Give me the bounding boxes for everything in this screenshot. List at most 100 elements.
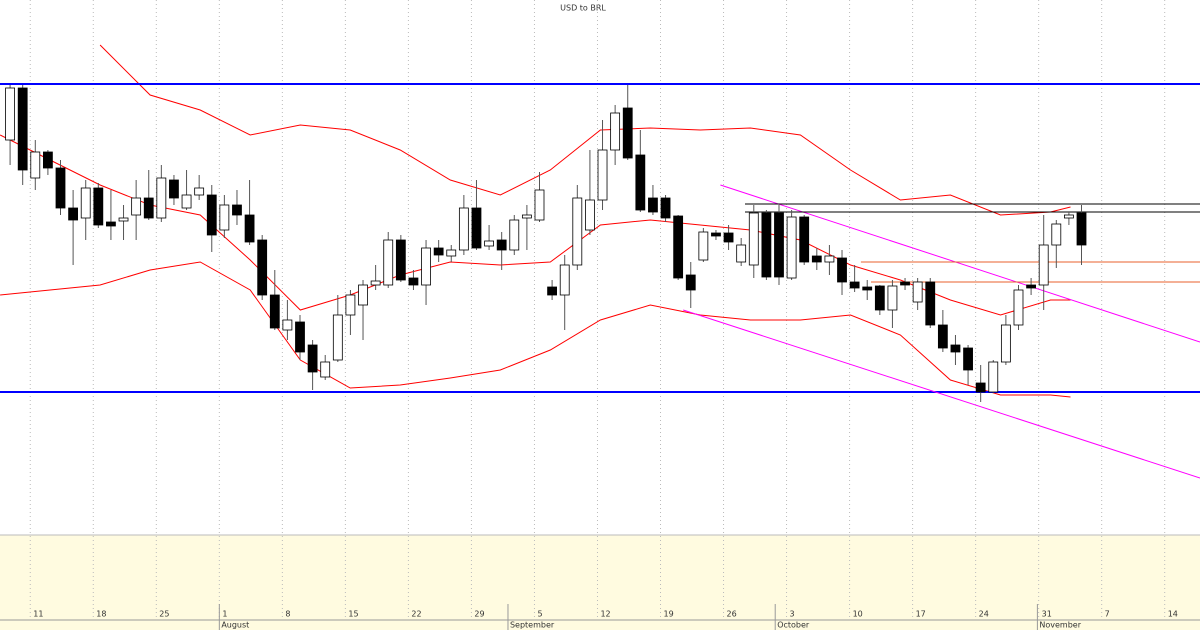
candle-body	[1013, 289, 1024, 326]
candle-body	[824, 255, 835, 263]
overlays	[0, 44, 1200, 479]
x-tick-label: 22	[411, 610, 421, 619]
candle-body	[320, 361, 331, 378]
candle-body	[786, 216, 797, 279]
candle-body	[799, 216, 810, 263]
candle-body	[295, 321, 305, 353]
candle-body	[332, 314, 343, 361]
candle-body	[887, 285, 898, 311]
x-tick-label: 29	[474, 610, 484, 619]
x-tick-label: 14	[1168, 610, 1178, 619]
candle-body	[345, 294, 356, 316]
overlay-line	[99, 44, 1071, 216]
overlay-line	[683, 309, 1200, 479]
candle-body	[925, 281, 936, 326]
candle-body	[622, 107, 633, 159]
candle-body	[837, 257, 847, 283]
overlay-line	[0, 261, 1071, 398]
candle-body	[912, 281, 923, 303]
candle-body	[181, 194, 192, 209]
candle-body	[874, 285, 885, 311]
candle-body	[433, 247, 444, 256]
x-tick-label: 24	[979, 610, 989, 619]
candle-body	[269, 294, 280, 329]
candle-body	[232, 204, 242, 216]
month-label: November	[1039, 621, 1081, 630]
candle-body	[1064, 214, 1074, 219]
candle-body	[156, 177, 167, 219]
candle-body	[774, 212, 784, 278]
x-tick-label: 25	[159, 610, 169, 619]
candle-body	[963, 347, 973, 371]
candle-body	[143, 197, 154, 219]
x-tick-label: 10	[853, 610, 863, 619]
candle-body	[509, 219, 520, 251]
candle-body	[383, 239, 394, 286]
candle-body	[521, 214, 532, 219]
candle-body	[496, 239, 507, 251]
candle-body	[30, 151, 41, 179]
x-tick-label: 31	[1042, 610, 1052, 619]
candle-body	[307, 344, 318, 373]
candle-body	[106, 221, 116, 227]
candle-body	[900, 281, 910, 286]
overlay-line	[720, 184, 1200, 343]
candle-body	[206, 194, 217, 236]
x-tick-label: 15	[348, 610, 358, 619]
x-tick-label: 7	[1105, 610, 1110, 619]
candle-body	[648, 197, 658, 213]
candle-body	[131, 197, 142, 216]
candle-body	[471, 207, 482, 249]
candle-body	[585, 199, 595, 231]
candle-body	[17, 87, 28, 171]
candle-body	[421, 247, 431, 286]
x-tick-label: 26	[727, 610, 737, 619]
candle-body	[559, 264, 570, 296]
candle-body	[446, 249, 457, 257]
candle-body	[572, 197, 583, 266]
candle-body	[282, 319, 293, 331]
candle-body	[68, 207, 79, 221]
x-tick-label: 12	[600, 610, 610, 619]
candle-body	[988, 361, 999, 393]
candle-body	[194, 187, 205, 196]
candle-body	[169, 179, 179, 199]
candle-body	[118, 217, 129, 222]
x-tick-label: 1	[222, 610, 227, 619]
x-tick-label: 17	[916, 610, 926, 619]
candle-body	[1038, 244, 1049, 286]
candle-body	[1000, 324, 1011, 363]
candle-body	[80, 187, 91, 219]
candle-body	[660, 197, 671, 219]
candle-body	[244, 214, 255, 243]
candle-body	[975, 382, 986, 393]
candle-body	[937, 324, 948, 349]
x-tick-label: 3	[790, 610, 795, 619]
candle-body	[748, 212, 759, 266]
candle-body	[610, 112, 621, 151]
chart-title: USD to BRL	[560, 4, 606, 13]
candle-body	[1051, 223, 1062, 246]
x-tick-label: 8	[285, 610, 290, 619]
candle-body	[950, 344, 961, 353]
candle-body	[484, 240, 494, 247]
candle-body	[219, 204, 230, 231]
lower-panel	[0, 535, 1200, 630]
candle-body	[55, 167, 66, 209]
candle-body	[761, 212, 772, 278]
candle-body	[395, 239, 406, 281]
x-tick-label: 19	[664, 610, 674, 619]
candle-body	[635, 154, 646, 211]
month-label: September	[510, 621, 555, 630]
candle-body	[534, 189, 545, 221]
candles	[5, 85, 1087, 402]
candle-body	[5, 87, 15, 141]
candle-body	[673, 215, 684, 279]
month-label: August	[221, 621, 249, 630]
plot-area	[0, 0, 1200, 535]
x-tick-label: 11	[33, 610, 43, 619]
x-tick-label: 5	[537, 610, 542, 619]
month-label: October	[777, 621, 810, 630]
